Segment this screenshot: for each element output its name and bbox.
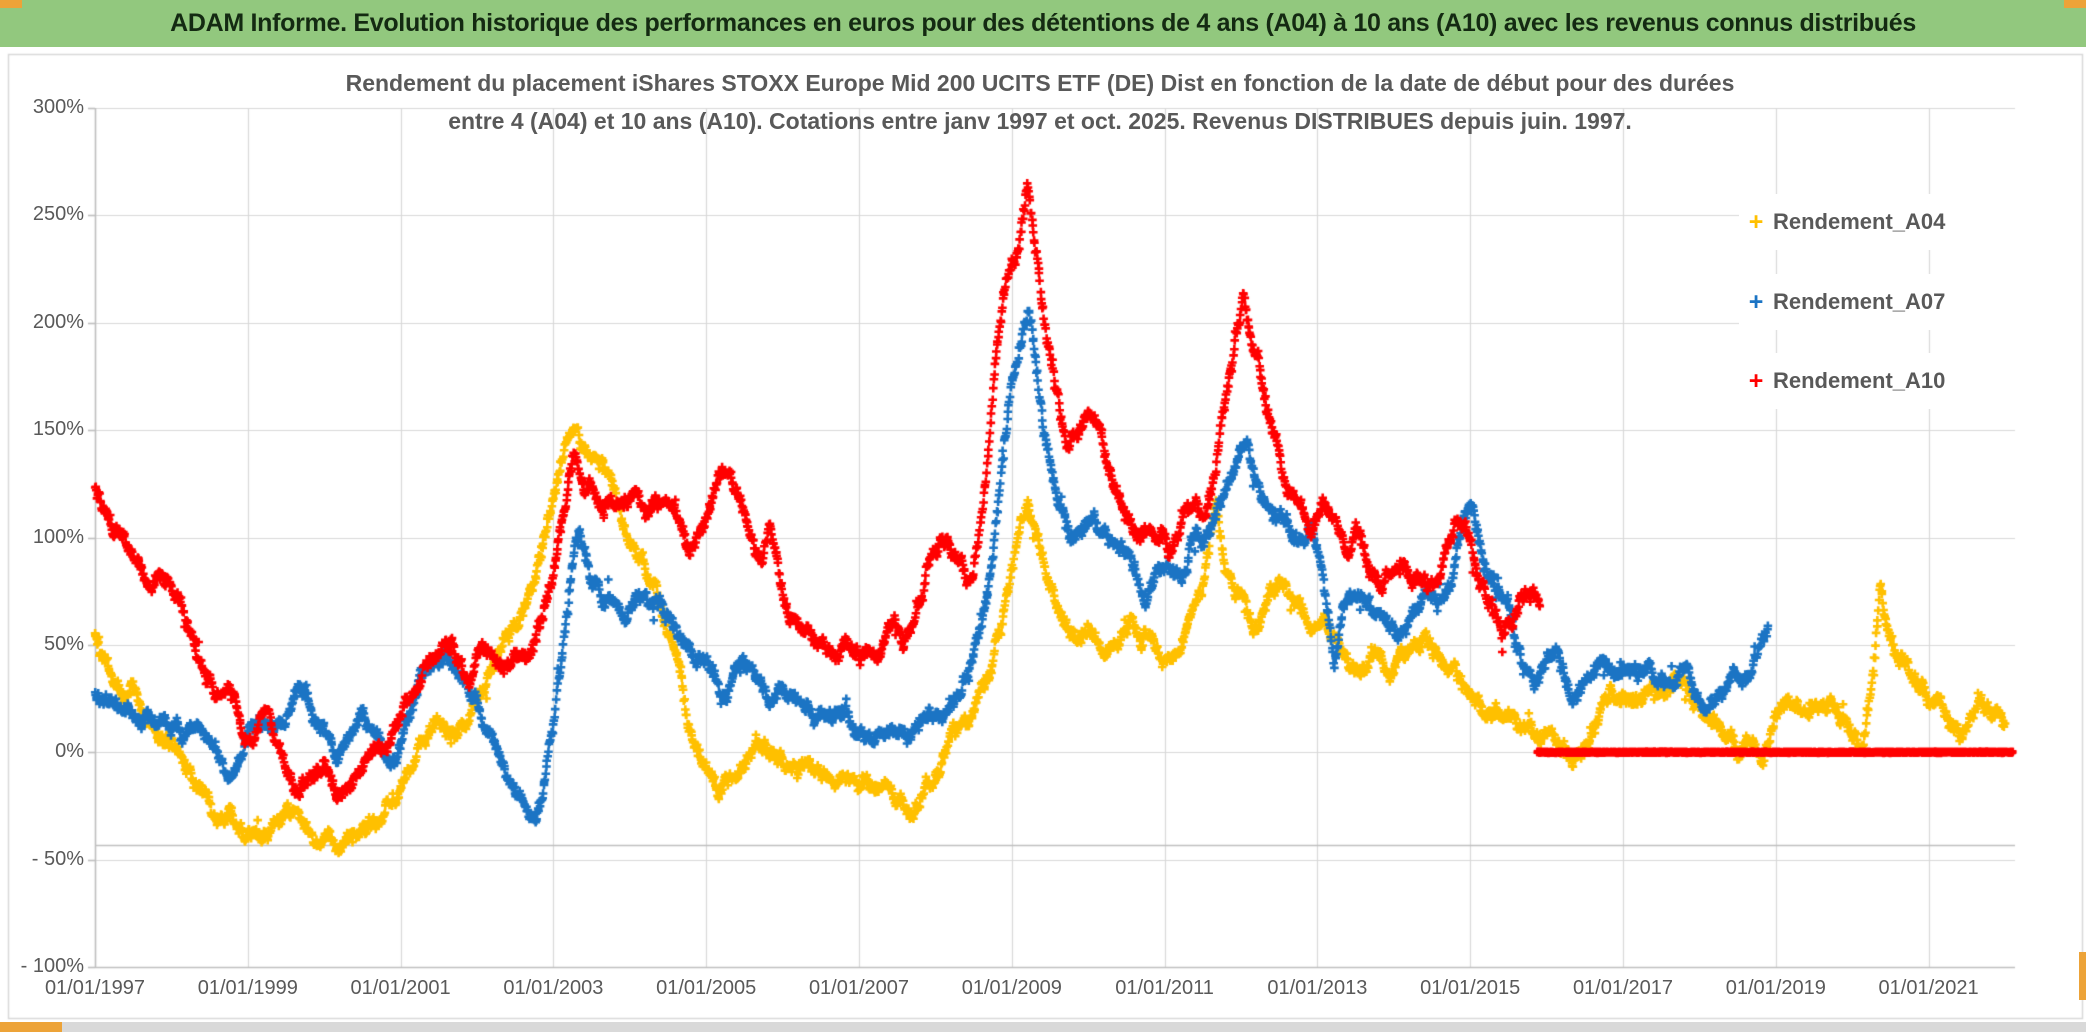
x-axis-tick-label: 01/01/2013 xyxy=(1267,977,1368,999)
x-axis-tick-label: 01/01/1997 xyxy=(44,977,146,999)
orange-accent-top-left xyxy=(0,0,22,8)
legend-label: Rendement_A07 xyxy=(1773,289,1946,314)
chart-title-line1: Rendement du placement iShares STOXX Eur… xyxy=(345,70,1735,96)
x-axis-tick-label: 01/01/2021 xyxy=(1878,977,1979,999)
orange-accent-bottom-left xyxy=(0,1022,62,1032)
x-axis-tick-label: 01/01/2005 xyxy=(656,977,757,999)
app-header: ADAM Informe. Evolution historique des p… xyxy=(0,0,2086,47)
bottom-edge-strip xyxy=(0,1022,2086,1032)
orange-accent-top-right xyxy=(2064,0,2086,8)
y-axis-tick-label: 50% xyxy=(43,632,84,655)
y-axis-tick-label: 200% xyxy=(32,310,84,333)
chart-title-line2: entre 4 (A04) et 10 ans (A10). Cotations… xyxy=(448,108,1632,134)
x-axis-tick-label: 01/01/2009 xyxy=(961,977,1062,999)
y-axis-tick-label: 0% xyxy=(55,740,84,763)
header-title: ADAM Informe. Evolution historique des p… xyxy=(170,9,1916,37)
y-axis-tick-label: 300% xyxy=(32,96,84,118)
chart-title: Rendement du placement iShares STOXX Eur… xyxy=(300,64,1780,140)
y-axis-tick-label: 100% xyxy=(32,525,84,548)
orange-accent-right-edge xyxy=(2079,952,2086,1000)
y-axis-tick-label: 250% xyxy=(32,203,84,226)
legend-label: Rendement_A04 xyxy=(1773,209,1946,234)
y-axis-tick-label: - 100% xyxy=(20,955,84,977)
plus-marker-icon: + xyxy=(1748,366,1764,395)
x-axis-tick-label: 01/01/2003 xyxy=(503,977,604,999)
x-axis-tick-label: 01/01/2007 xyxy=(808,977,910,999)
legend-label: Rendement_A10 xyxy=(1773,368,1946,393)
x-axis-tick-label: 01/01/2011 xyxy=(1115,977,1214,999)
x-axis-tick-label: 01/01/2015 xyxy=(1420,977,1521,999)
y-axis-tick-label: - 50% xyxy=(31,847,84,870)
x-axis-tick-label: 01/01/2017 xyxy=(1572,977,1674,999)
x-axis-tick-label: 01/01/2001 xyxy=(350,977,451,999)
legend-item-a04[interactable]: + Rendement_A04 xyxy=(1739,194,2069,250)
plus-marker-icon: + xyxy=(1748,287,1764,316)
legend-item-a07[interactable]: + Rendement_A07 xyxy=(1739,274,2069,330)
plus-marker-icon: + xyxy=(1748,207,1764,236)
x-axis-tick-label: 01/01/2019 xyxy=(1725,977,1826,999)
y-axis-tick-label: 150% xyxy=(32,418,84,441)
legend-item-a10[interactable]: + Rendement_A10 xyxy=(1739,353,2069,409)
x-axis-tick-label: 01/01/1999 xyxy=(197,977,298,999)
